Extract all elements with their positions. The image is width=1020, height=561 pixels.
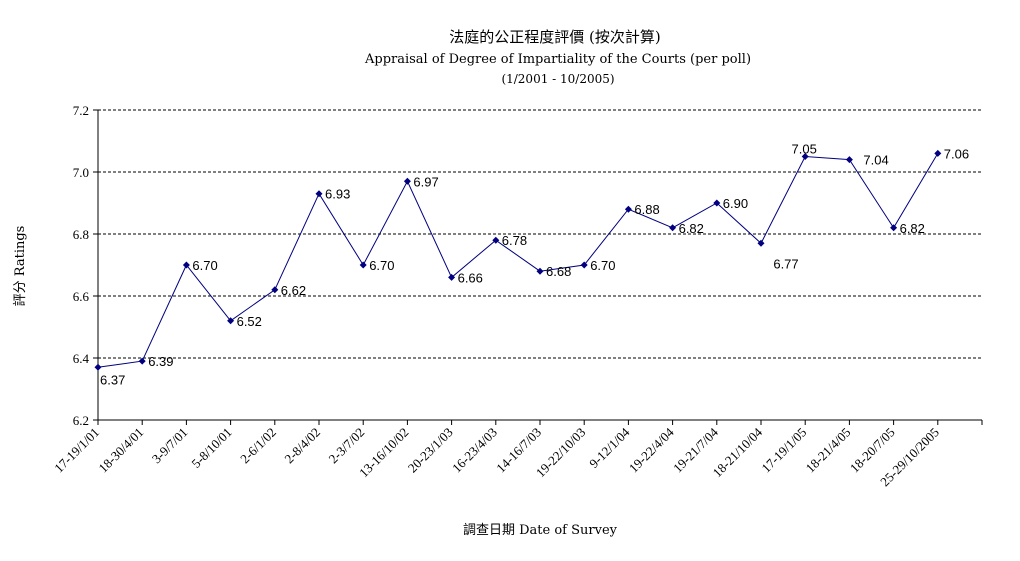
y-tick-label: 7.2 — [73, 103, 89, 118]
chart-title: 法庭的公正程度評價 (按次計算) — [449, 28, 660, 46]
y-tick-label: 6.8 — [73, 227, 89, 242]
y-tick-label: 7.0 — [73, 165, 89, 180]
data-label: 6.78 — [502, 233, 527, 248]
series-line — [97, 153, 939, 368]
data-label: 6.77 — [773, 256, 798, 271]
data-point — [359, 261, 367, 269]
data-label: 6.93 — [325, 187, 350, 202]
data-label: 6.39 — [148, 354, 173, 369]
data-labels: 6.37 6.39 6.70 6.52 6.62 6.93 6.70 6.97 6.66 6.78… — [100, 142, 969, 388]
y-tick-label: 6.4 — [73, 351, 90, 366]
data-label: 6.88 — [634, 202, 659, 217]
y-axis-label: 評分 Ratings — [13, 226, 28, 307]
data-point — [403, 177, 411, 185]
chart-date-range: (1/2001 - 10/2005) — [501, 72, 614, 86]
data-label: 6.82 — [679, 221, 704, 236]
data-label: 6.82 — [900, 221, 925, 236]
chart-subtitle: Appraisal of Degree of Impartiality of t… — [364, 52, 751, 67]
x-tick-label: 5-8/10/01 — [188, 425, 234, 471]
y-tick-label: 6.2 — [73, 413, 89, 428]
data-label: 6.90 — [723, 196, 748, 211]
data-point — [890, 224, 898, 232]
data-point — [536, 267, 544, 275]
x-tick-label: 17-19/1/05 — [758, 425, 809, 476]
x-tick-label: 2-8/4/02 — [281, 425, 323, 467]
data-point — [315, 190, 323, 198]
data-label: 7.06 — [944, 146, 969, 161]
data-markers — [94, 149, 942, 371]
x-tick-label: 2-6/1/02 — [237, 425, 279, 467]
data-point — [182, 261, 190, 269]
data-point — [757, 239, 765, 247]
data-point — [94, 363, 102, 371]
x-axis-label: 調查日期 Date of Survey — [463, 523, 618, 538]
y-axis-tick-labels: 6.2 6.4 6.6 6.8 7.0 7.2 — [73, 103, 98, 428]
data-point — [934, 149, 942, 157]
gridlines — [98, 109, 982, 359]
data-label: 6.66 — [458, 270, 483, 285]
x-tick-label: 2-3/7/02 — [326, 425, 368, 467]
data-label: 6.70 — [192, 258, 217, 273]
data-label: 6.37 — [100, 372, 125, 387]
y-tick-label: 6.6 — [73, 289, 90, 304]
data-point — [669, 224, 677, 232]
x-tick-label: 16-23/4/03 — [449, 425, 500, 476]
x-tick-label: 3-9/7/01 — [149, 425, 191, 467]
x-tick-label: 20-23/1/03 — [405, 425, 456, 476]
data-label: 7.04 — [863, 153, 888, 168]
data-label: 6.70 — [369, 258, 394, 273]
x-tick-label: 18-21/4/05 — [803, 425, 854, 476]
data-label: 6.62 — [281, 283, 306, 298]
data-point — [801, 153, 809, 160]
data-label: 6.70 — [590, 258, 615, 273]
data-label: 7.05 — [792, 142, 817, 157]
x-tick-label: 17-19/1/01 — [51, 425, 102, 476]
data-point — [448, 273, 456, 281]
x-tick-label: 18-30/4/01 — [95, 425, 146, 476]
data-point — [227, 317, 235, 325]
data-point — [138, 357, 146, 365]
data-label: 6.97 — [413, 174, 438, 189]
data-label: 6.52 — [237, 314, 262, 329]
data-point — [624, 205, 632, 213]
x-tick-label: 19-22/4/04 — [626, 424, 677, 475]
data-point — [492, 236, 500, 244]
data-point — [713, 199, 721, 207]
data-point — [580, 261, 588, 269]
data-label: 6.68 — [546, 264, 571, 279]
data-point — [845, 156, 853, 164]
data-point — [271, 286, 279, 294]
